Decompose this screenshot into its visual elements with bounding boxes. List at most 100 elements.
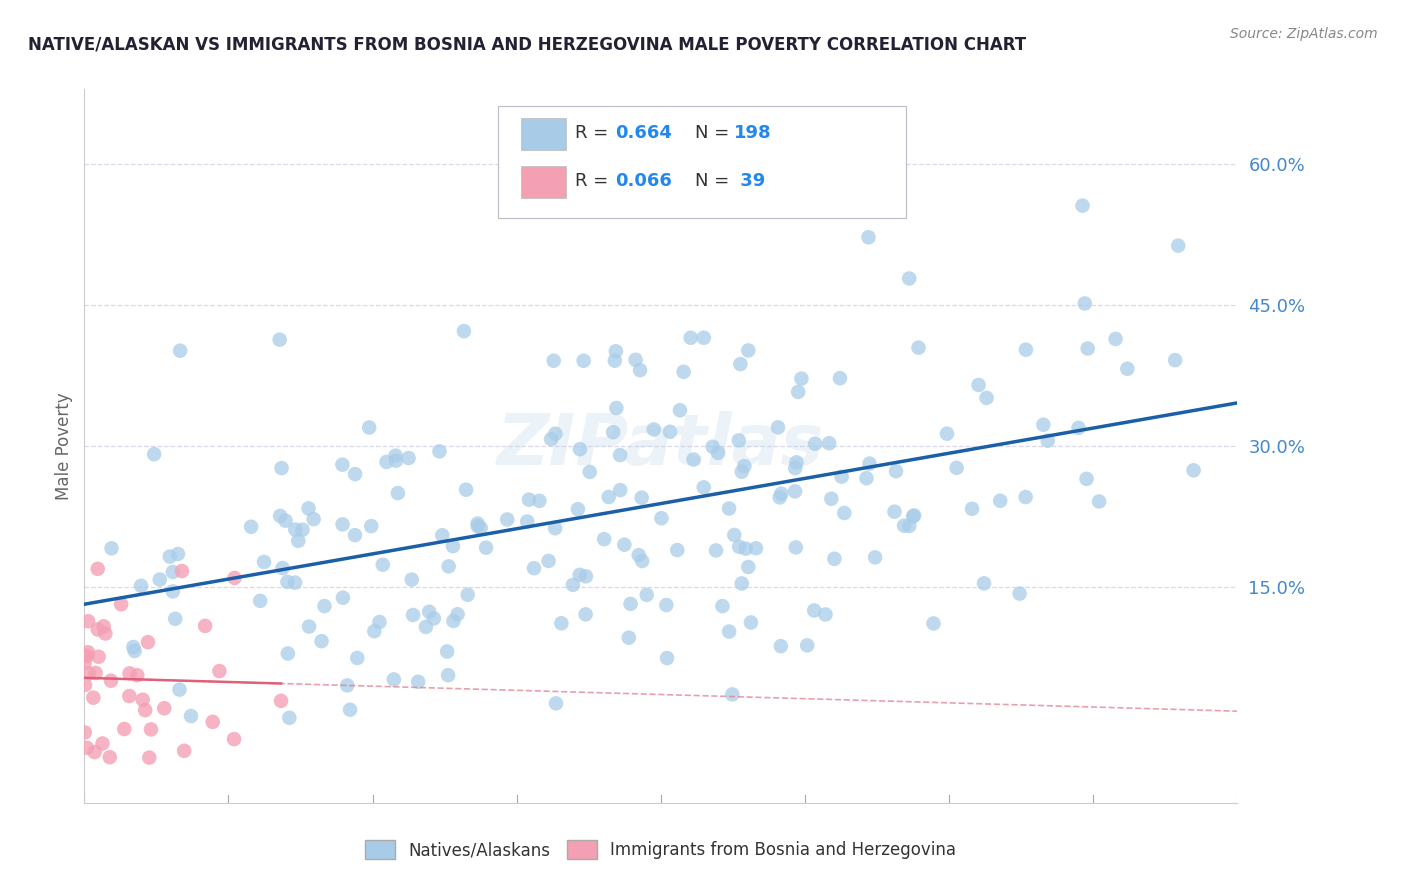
Point [132, 692, 155, 706]
Point [973, 576, 995, 591]
Point [718, 501, 741, 516]
Point [73, 656, 96, 670]
Point [737, 560, 759, 574]
Point [291, 523, 314, 537]
Text: 198: 198 [734, 124, 772, 142]
Point [118, 689, 141, 703]
Point [83, 745, 105, 759]
Point [884, 464, 907, 478]
Point [785, 455, 807, 469]
Point [77, 645, 100, 659]
Point [159, 549, 181, 564]
Point [1104, 332, 1126, 346]
Point [467, 519, 489, 533]
Point [898, 519, 921, 533]
Point [194, 619, 217, 633]
Point [222, 732, 245, 747]
Point [898, 271, 921, 285]
Point [360, 519, 382, 533]
Point [1088, 494, 1111, 508]
Point [375, 455, 398, 469]
Point [87, 649, 110, 664]
Point [153, 701, 176, 715]
Point [253, 555, 276, 569]
Point [167, 547, 190, 561]
Point [346, 651, 368, 665]
Point [127, 668, 149, 682]
Point [630, 491, 652, 505]
Point [423, 611, 446, 625]
Point [643, 422, 665, 436]
Point [443, 614, 465, 628]
Point [672, 365, 695, 379]
Point [540, 432, 562, 446]
Point [529, 493, 551, 508]
Point [401, 573, 423, 587]
Point [73, 678, 96, 692]
Point [517, 492, 540, 507]
Point [831, 469, 853, 483]
Point [332, 458, 354, 472]
Point [619, 597, 641, 611]
Point [134, 703, 156, 717]
Point [284, 523, 307, 537]
Point [659, 425, 682, 439]
Text: N =: N = [695, 172, 735, 190]
Point [1008, 586, 1031, 600]
Point [617, 631, 640, 645]
Point [593, 532, 616, 546]
Point [201, 714, 224, 729]
Point [100, 673, 122, 688]
Point [550, 616, 572, 631]
Point [731, 465, 754, 479]
Point [1077, 342, 1099, 356]
Point [820, 491, 842, 506]
Point [138, 750, 160, 764]
Point [82, 690, 104, 705]
Point [446, 607, 468, 622]
Point [76, 740, 98, 755]
Point [575, 607, 598, 622]
Point [1014, 490, 1036, 504]
Point [368, 615, 391, 629]
Point [415, 620, 437, 634]
Point [575, 569, 598, 583]
Point [332, 591, 354, 605]
Point [693, 480, 716, 494]
Point [893, 518, 915, 533]
Point [804, 436, 827, 450]
Point [787, 384, 810, 399]
Point [398, 450, 420, 465]
Point [745, 541, 768, 556]
Point [945, 460, 967, 475]
Point [605, 401, 627, 415]
Text: R =: R = [575, 124, 614, 142]
Point [960, 501, 983, 516]
Point [603, 353, 626, 368]
Point [734, 541, 756, 556]
Point [723, 528, 745, 542]
Point [149, 573, 172, 587]
Point [457, 588, 479, 602]
Point [1036, 434, 1059, 448]
Point [605, 344, 627, 359]
Point [359, 420, 381, 434]
Point [363, 624, 385, 639]
Point [336, 678, 359, 692]
Point [77, 614, 100, 628]
Point [276, 574, 298, 589]
Point [1116, 361, 1139, 376]
Point [666, 543, 689, 558]
Point [814, 607, 837, 622]
Point [567, 502, 589, 516]
Point [976, 391, 998, 405]
Text: N =: N = [695, 124, 735, 142]
Point [669, 403, 692, 417]
Point [907, 341, 929, 355]
Point [624, 352, 647, 367]
Point [770, 486, 793, 500]
Point [143, 447, 166, 461]
Point [162, 584, 184, 599]
Point [543, 353, 565, 368]
Point [1074, 296, 1097, 310]
